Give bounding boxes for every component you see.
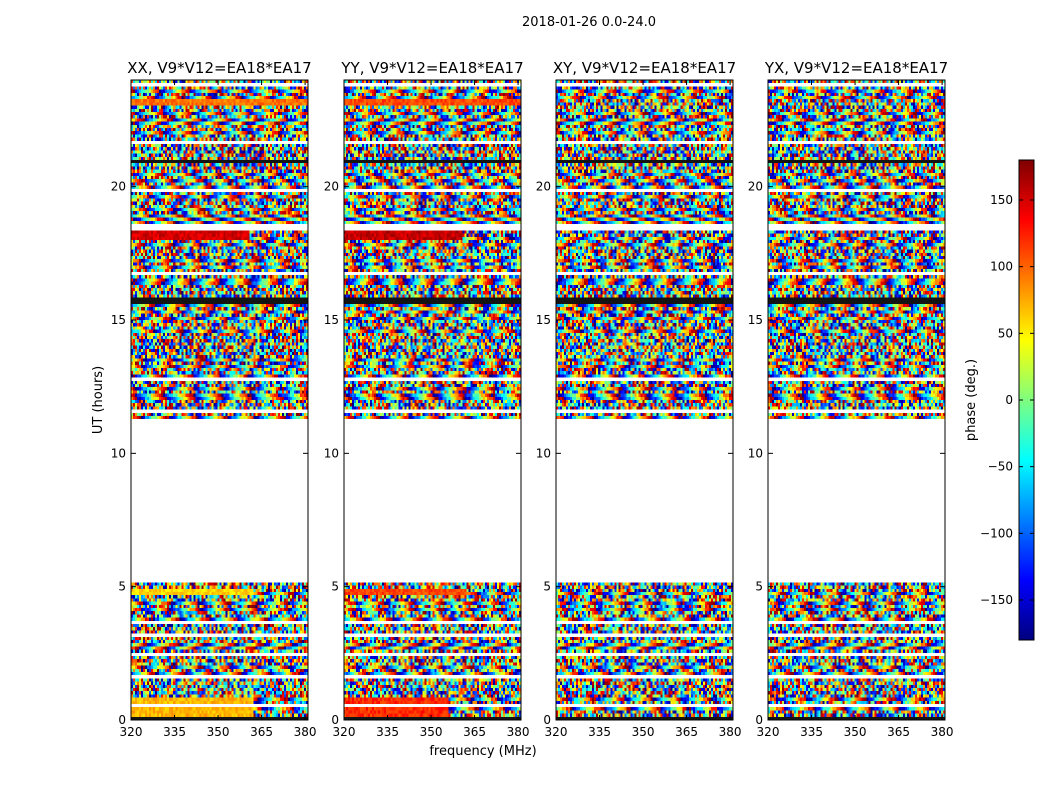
y-tick-label: 15 [748,313,763,327]
colorbar-tick-label: −150 [980,593,1013,607]
x-tick-label: 320 [757,725,780,739]
panels-group: XX, V9*V12=EA18*EA17 320 335 350 365 380 0 5 10 1… [111,59,954,739]
colorbar-tick-label: 100 [990,260,1013,274]
panel-4: YX, V9*V12=EA18*EA17 320 335 350 365 380 0 5 10 1… [748,59,954,739]
y-tick-label: 10 [748,446,763,460]
heatmap-image [344,80,521,720]
colorbar-tick-label: 50 [998,326,1013,340]
colorbar-tick-label: 150 [990,193,1013,207]
y-tick-label: 5 [331,580,339,594]
y-axis-label: UT (hours) [91,366,106,434]
colorbar-label: phase (deg.) [964,359,979,441]
y-tick-label: 10 [536,446,551,460]
x-tick-label: 320 [333,725,356,739]
y-tick-label: 0 [118,713,126,727]
colorbar-tick-label: −100 [980,526,1013,540]
panel-2: YY, V9*V12=EA18*EA17 320 335 350 365 380 0 5 10 1… [324,59,530,739]
x-tick-label: 320 [120,725,143,739]
y-tick-label: 5 [755,580,763,594]
x-tick-label: 350 [632,725,655,739]
panel-title: YY, V9*V12=EA18*EA17 [340,59,523,77]
heatmap-image [768,80,945,720]
y-tick-label: 15 [324,313,339,327]
panel-frame [767,79,946,721]
y-tick-label: 0 [755,713,763,727]
y-tick-label: 20 [748,180,763,194]
heatmap-image [131,80,308,720]
x-tick-label: 335 [163,725,186,739]
x-tick-label: 380 [507,725,530,739]
heatmap-image [556,80,733,720]
y-tick-label: 5 [543,580,551,594]
x-tick-label: 365 [675,725,698,739]
y-tick-label: 0 [543,713,551,727]
x-tick-label: 380 [294,725,317,739]
y-tick-label: 0 [331,713,339,727]
x-axis-label: frequency (MHz) [429,744,536,759]
panel-title: YX, V9*V12=EA18*EA17 [764,59,948,77]
x-tick-label: 380 [931,725,954,739]
x-tick-label: 365 [463,725,486,739]
panel-frame [130,79,309,721]
x-tick-label: 350 [420,725,443,739]
x-tick-label: 320 [545,725,568,739]
panel-3: XY, V9*V12=EA18*EA17 320 335 350 365 380 0 5 10 1… [536,59,742,739]
y-tick-label: 20 [536,180,551,194]
x-tick-label: 365 [250,725,273,739]
x-tick-label: 365 [887,725,910,739]
x-tick-label: 335 [800,725,823,739]
y-tick-label: 20 [324,180,339,194]
y-tick-label: 20 [111,180,126,194]
colorbar: 150 100 50 0 −50 −100 −150 [980,159,1035,641]
y-tick-label: 10 [111,446,126,460]
panel-title: XX, V9*V12=EA18*EA17 [127,59,311,77]
colorbar-tick-label: −50 [988,460,1013,474]
y-tick-label: 15 [536,313,551,327]
panel-frame [343,79,522,721]
y-tick-label: 10 [324,446,339,460]
colorbar-tick-label: 0 [1005,393,1013,407]
y-tick-label: 5 [118,580,126,594]
figure-suptitle: 2018-01-26 0.0-24.0 [522,15,656,30]
panel-title: XY, V9*V12=EA18*EA17 [553,59,736,77]
panel-1: XX, V9*V12=EA18*EA17 320 335 350 365 380 0 5 10 1… [111,59,317,739]
x-tick-label: 335 [376,725,399,739]
y-tick-label: 15 [111,313,126,327]
panel-frame [555,79,734,721]
x-tick-label: 350 [844,725,867,739]
x-tick-label: 350 [207,725,230,739]
x-tick-label: 335 [588,725,611,739]
x-tick-label: 380 [719,725,742,739]
